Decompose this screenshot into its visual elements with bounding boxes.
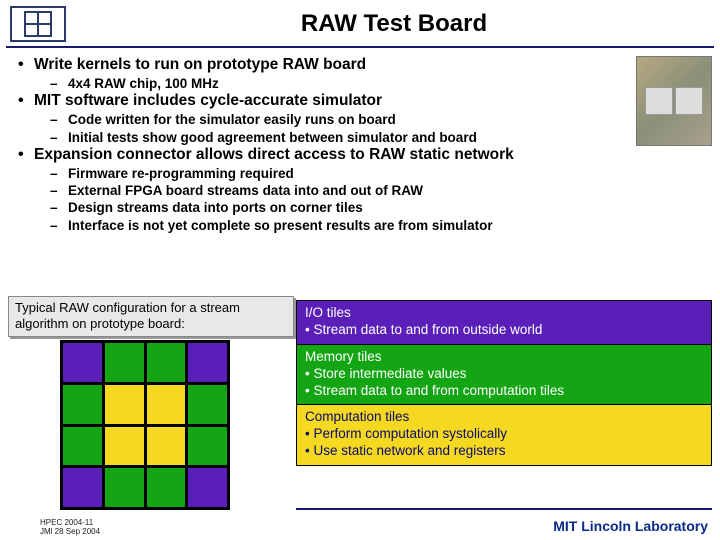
bullet-item: Write kernels to run on prototype RAW bo… [18, 56, 702, 74]
tile-computation [105, 385, 144, 424]
tile-computation [147, 385, 186, 424]
legend-title: I/O tiles [305, 305, 351, 320]
tile-computation [147, 427, 186, 466]
legend-computation: Computation tiles • Perform computation s… [296, 405, 712, 466]
footer-date: JMl 28 Sep 2004 [40, 527, 100, 536]
tile-io [63, 468, 102, 507]
sub-bullet-list: Firmware re-programming requiredExternal… [50, 165, 702, 234]
tile-io [188, 468, 227, 507]
tile-memory [147, 343, 186, 382]
legend-item: • Stream data to and from outside world [305, 322, 542, 337]
sub-bullet-item: Code written for the simulator easily ru… [50, 111, 702, 128]
legend-io: I/O tiles • Stream data to and from outsi… [296, 300, 712, 345]
config-caption: Typical RAW configuration for a stream a… [8, 296, 294, 337]
sub-bullet-item: External FPGA board streams data into an… [50, 182, 702, 199]
board-photo-placeholder [636, 56, 712, 146]
logo-icon [10, 6, 66, 42]
footer-conf: HPEC 2004-11 [40, 518, 93, 527]
legend-title: Memory tiles [305, 349, 382, 364]
sub-bullet-item: Firmware re-programming required [50, 165, 702, 182]
bullet-text: MIT software includes cycle-accurate sim… [34, 92, 382, 109]
title-divider [6, 46, 714, 48]
slide-content: Write kernels to run on prototype RAW bo… [0, 54, 720, 234]
legend-memory: Memory tiles • Store intermediate values •… [296, 345, 712, 406]
sub-bullet-list: Code written for the simulator easily ru… [50, 111, 702, 146]
bullet-item: Expansion connector allows direct access… [18, 146, 702, 164]
sub-bullet-item: Interface is not yet complete so present… [50, 217, 702, 234]
tile-legend: I/O tiles • Stream data to and from outsi… [296, 300, 712, 466]
footer-org: MIT Lincoln Laboratory [553, 518, 708, 534]
slide-header: RAW Test Board [0, 0, 720, 46]
tile-io [188, 343, 227, 382]
tile-grid [60, 340, 230, 510]
sub-bullet-item: Initial tests show good agreement betwee… [50, 129, 702, 146]
bullet-text: Write kernels to run on prototype RAW bo… [34, 56, 366, 73]
legend-title: Computation tiles [305, 409, 409, 424]
tile-memory [63, 427, 102, 466]
sub-bullet-list: 4x4 RAW chip, 100 MHz [50, 75, 702, 92]
slide-title: RAW Test Board [78, 10, 710, 38]
sub-bullet-item: Design streams data into ports on corner… [50, 199, 702, 216]
legend-item: • Stream data to and from computation ti… [305, 383, 564, 398]
tile-computation [105, 427, 144, 466]
tile-io [63, 343, 102, 382]
bullet-text: Expansion connector allows direct access… [34, 146, 514, 163]
sub-bullet-item: 4x4 RAW chip, 100 MHz [50, 75, 702, 92]
tile-memory [105, 468, 144, 507]
tile-memory [105, 343, 144, 382]
tile-memory [63, 385, 102, 424]
legend-item: • Store intermediate values [305, 366, 467, 381]
legend-item: • Perform computation systolically [305, 426, 507, 441]
footer-divider [296, 508, 712, 510]
legend-item: • Use static network and registers [305, 443, 506, 458]
tile-memory [188, 427, 227, 466]
tile-memory [147, 468, 186, 507]
footer-left: HPEC 2004-11 JMl 28 Sep 2004 [40, 518, 100, 536]
tile-memory [188, 385, 227, 424]
bullet-item: MIT software includes cycle-accurate sim… [18, 92, 702, 110]
bullet-list: Write kernels to run on prototype RAW bo… [18, 56, 702, 234]
